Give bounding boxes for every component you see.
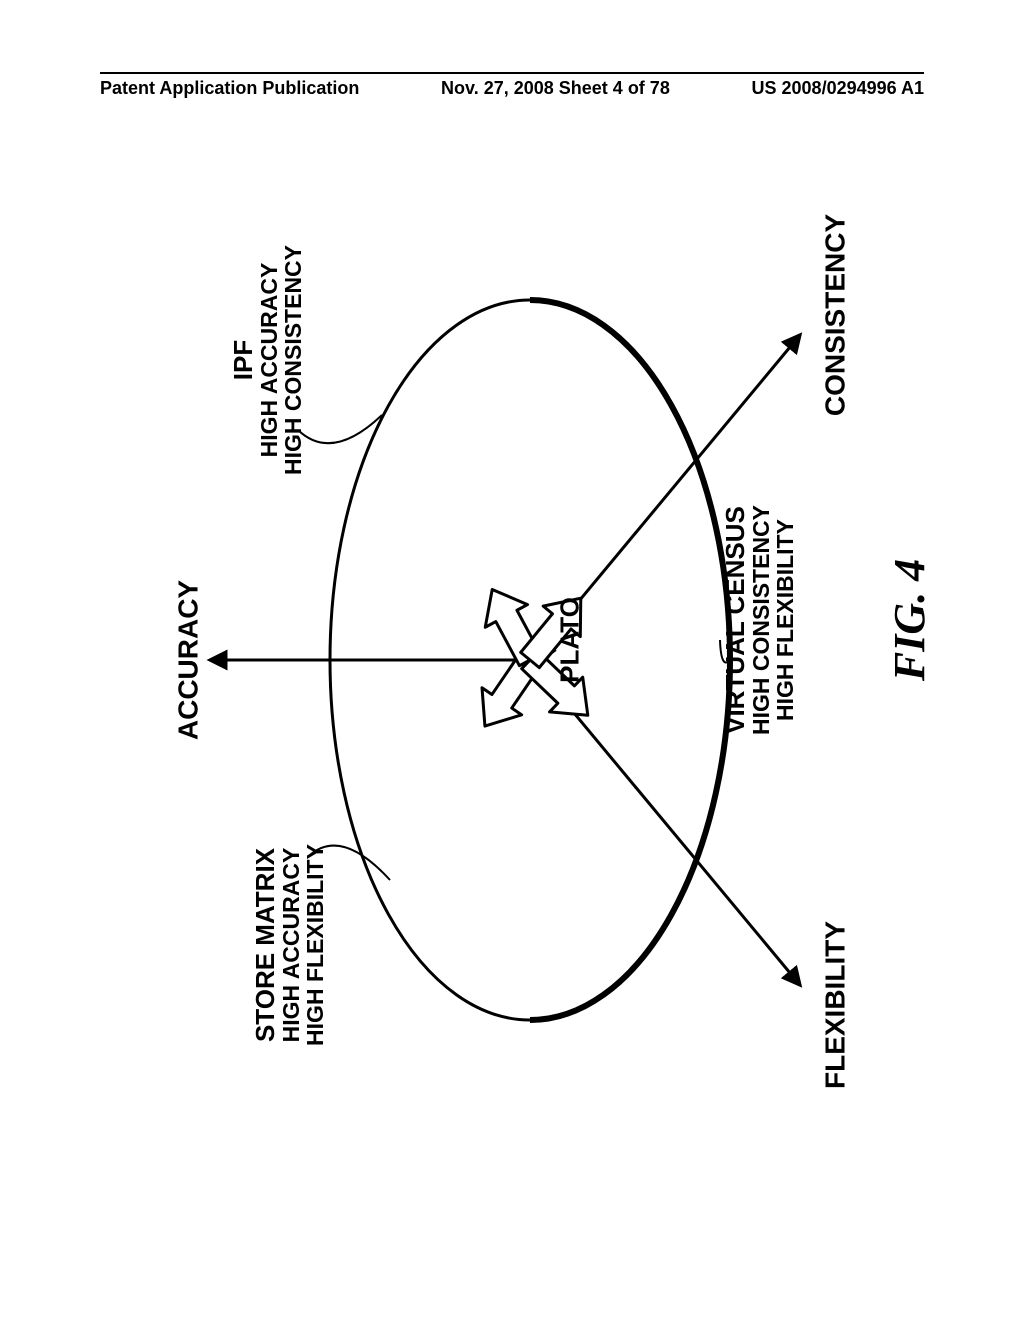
node-store-matrix: STORE MATRIX HIGH ACCURACY HIGH FLEXIBIL…: [252, 844, 328, 1046]
axis-label-accuracy: ACCURACY: [173, 580, 202, 740]
rotated-diagram: ACCURACY FLEXIBILITY CONSISTENCY PLATO S…: [60, 160, 960, 1160]
axis-label-flexibility: FLEXIBILITY: [820, 921, 849, 1089]
header-left: Patent Application Publication: [100, 78, 359, 100]
figure-caption: FIG. 4: [887, 559, 933, 681]
header-center: Nov. 27, 2008 Sheet 4 of 78: [441, 78, 670, 100]
header-right: US 2008/0294996 A1: [752, 78, 924, 100]
page-header: Patent Application Publication Nov. 27, …: [100, 72, 924, 100]
axis-label-consistency: CONSISTENCY: [820, 214, 849, 416]
node-plato: PLATO: [556, 597, 583, 683]
node-ipf: IPF HIGH ACCURACY HIGH CONSISTENCY: [230, 245, 306, 475]
figure-area: ACCURACY FLEXIBILITY CONSISTENCY PLATO S…: [60, 160, 960, 1160]
node-virtual-census: VIRTUAL CENSUS HIGH CONSISTENCY HIGH FLE…: [722, 505, 798, 735]
